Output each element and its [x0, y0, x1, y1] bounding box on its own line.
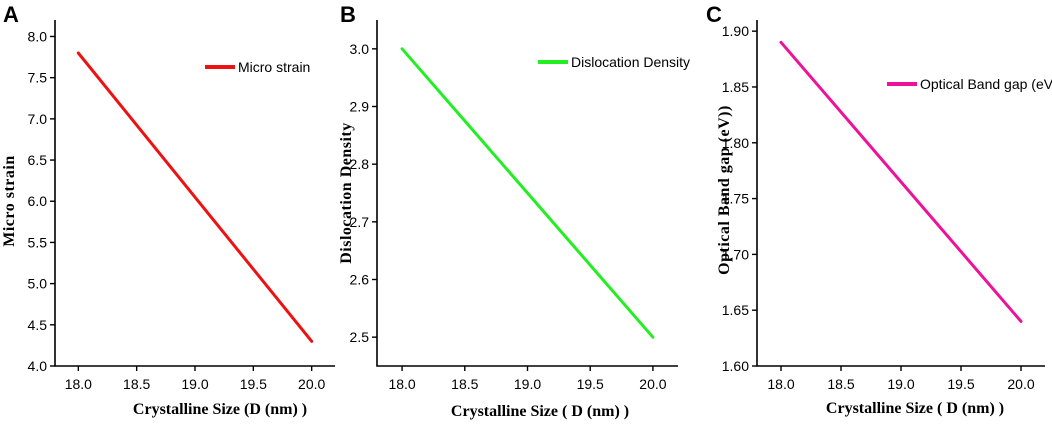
y-tick-label: 2.6 — [350, 272, 370, 288]
panel-letter-b: B — [340, 2, 356, 27]
y-tick-label: 2.8 — [350, 156, 370, 172]
panel-a-x-axis-title: Crystalline Size (D (nm) ) — [133, 401, 307, 418]
panel-a-y-axis-title: Micro strain — [1, 155, 18, 246]
micro-strain-legend-label: Micro strain — [238, 59, 310, 75]
y-tick-label: 6.0 — [28, 193, 48, 209]
x-tick-label: 18.0 — [388, 376, 415, 392]
panel-c-optical-band-gap: C 18.0 18.5 19.0 19.5 20.0 1.60 1.65 1.70 1.75 1.… — [706, 2, 1052, 417]
y-tick-label: 1.60 — [722, 358, 749, 374]
panel-c-axes — [756, 20, 1045, 367]
y-tick-label: 1.75 — [722, 191, 749, 207]
optical-band-gap-legend-label: Optical Band gap (eV) — [920, 76, 1052, 92]
panel-b-x-axis-title: Crystalline Size ( D (nm) ) — [451, 403, 629, 420]
x-tick-label: 20.0 — [298, 376, 325, 392]
y-tick-label: 2.5 — [350, 329, 370, 345]
x-tick-label: 19.5 — [240, 376, 267, 392]
y-tick-label: 1.65 — [722, 302, 749, 318]
x-tick-label: 19.0 — [181, 376, 208, 392]
dislocation-density-legend-label: Dislocation Density — [571, 54, 690, 70]
y-tick-label: 5.0 — [28, 276, 48, 292]
y-tick-label: 2.9 — [350, 99, 370, 115]
x-tick-label: 19.0 — [887, 376, 914, 392]
panel-b-axes — [376, 20, 678, 367]
y-tick-label: 1.90 — [722, 23, 749, 39]
y-tick-label: 7.5 — [28, 70, 48, 86]
panel-a-ticks: 18.0 18.5 19.0 19.5 20.0 4.0 4.5 5.0 5.5 6.0 6.5 7.… — [28, 28, 326, 392]
x-tick-label: 18.5 — [123, 376, 150, 392]
panel-a-micro-strain: A 18.0 18.5 19.0 19.5 20.0 4.0 4.5 5.0 5.5 6.0 6.5… — [1, 2, 335, 418]
x-tick-label: 20.0 — [1007, 376, 1034, 392]
x-tick-label: 19.0 — [514, 376, 541, 392]
panel-b-y-axis-title: Dislocation Density — [338, 122, 355, 264]
micro-strain-series-line — [76, 51, 314, 343]
optical-band-gap-series-line — [779, 40, 1023, 323]
y-tick-label: 2.7 — [350, 214, 370, 230]
x-tick-label: 18.0 — [767, 376, 794, 392]
y-tick-label: 8.0 — [28, 28, 48, 44]
x-tick-label: 20.0 — [639, 376, 666, 392]
dislocation-density-series-line — [400, 47, 655, 339]
x-tick-label: 18.5 — [827, 376, 854, 392]
x-tick-label: 18.5 — [451, 376, 478, 392]
panel-a-axes — [54, 20, 335, 367]
y-tick-label: 4.0 — [28, 358, 48, 374]
panel-letter-c: C — [706, 2, 722, 27]
y-tick-label: 1.85 — [722, 79, 749, 95]
y-tick-label: 7.0 — [28, 111, 48, 127]
y-tick-label: 4.5 — [28, 317, 48, 333]
x-tick-label: 19.5 — [947, 376, 974, 392]
y-tick-label: 1.80 — [722, 135, 749, 151]
y-tick-label: 6.5 — [28, 152, 48, 168]
panel-letter-a: A — [3, 2, 19, 27]
panel-c-y-axis-title: Optical Band gap (eV)) — [716, 105, 733, 275]
x-tick-label: 19.5 — [577, 376, 604, 392]
panel-b-dislocation-density: B 18.0 18.5 19.0 19.5 20.0 2.5 2.6 2.7 2.8 2.9 3.0… — [338, 2, 690, 420]
x-tick-label: 18.0 — [65, 376, 92, 392]
panel-b-ticks: 18.0 18.5 19.0 19.5 20.0 2.5 2.6 2.7 2.8 2.9 3.0 — [350, 41, 667, 392]
panel-c-ticks: 18.0 18.5 19.0 19.5 20.0 1.60 1.65 1.70 1.75 1.80… — [722, 23, 1035, 392]
panel-c-x-axis-title: Crystalline Size ( D (nm) ) — [826, 400, 1004, 417]
y-tick-label: 3.0 — [350, 41, 370, 57]
y-tick-label: 1.70 — [722, 246, 749, 262]
y-tick-label: 5.5 — [28, 234, 48, 250]
